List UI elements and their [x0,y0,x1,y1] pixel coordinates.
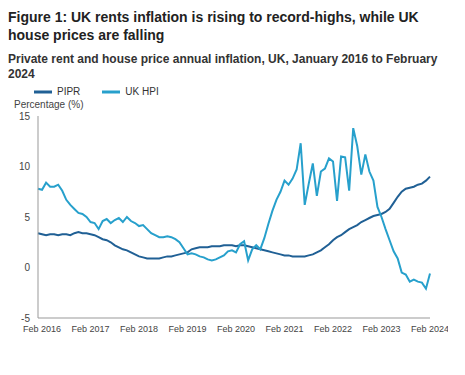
svg-text:Feb 2024: Feb 2024 [411,324,448,334]
svg-text:Feb 2019: Feb 2019 [169,324,207,334]
html-text:UK HPI: UK HPI [125,86,159,97]
svg-text:Feb 2018: Feb 2018 [120,324,158,334]
html-text:Private rent and house price a: Private rent and house price annual infl… [8,52,438,81]
svg-text:Feb 2016: Feb 2016 [23,324,61,334]
svg-text:-5: -5 [21,313,30,324]
html-text:PIPR: PIPR [57,86,81,97]
html-text:Percentage (%): Percentage (%) [14,99,84,110]
svg-text:Feb 2021: Feb 2021 [265,324,303,334]
svg-text:0: 0 [24,262,30,273]
svg-text:Feb 2017: Feb 2017 [72,324,110,334]
svg-text:15: 15 [19,111,31,122]
svg-text:5: 5 [24,212,30,223]
html-text:Figure 1: UK rents inflation i: Figure 1: UK rents inflation is rising t… [8,9,419,43]
svg-text:Feb 2023: Feb 2023 [362,324,400,334]
svg-text:Feb 2022: Feb 2022 [314,324,352,334]
svg-text:10: 10 [19,161,31,172]
svg-text:Feb 2020: Feb 2020 [217,324,255,334]
